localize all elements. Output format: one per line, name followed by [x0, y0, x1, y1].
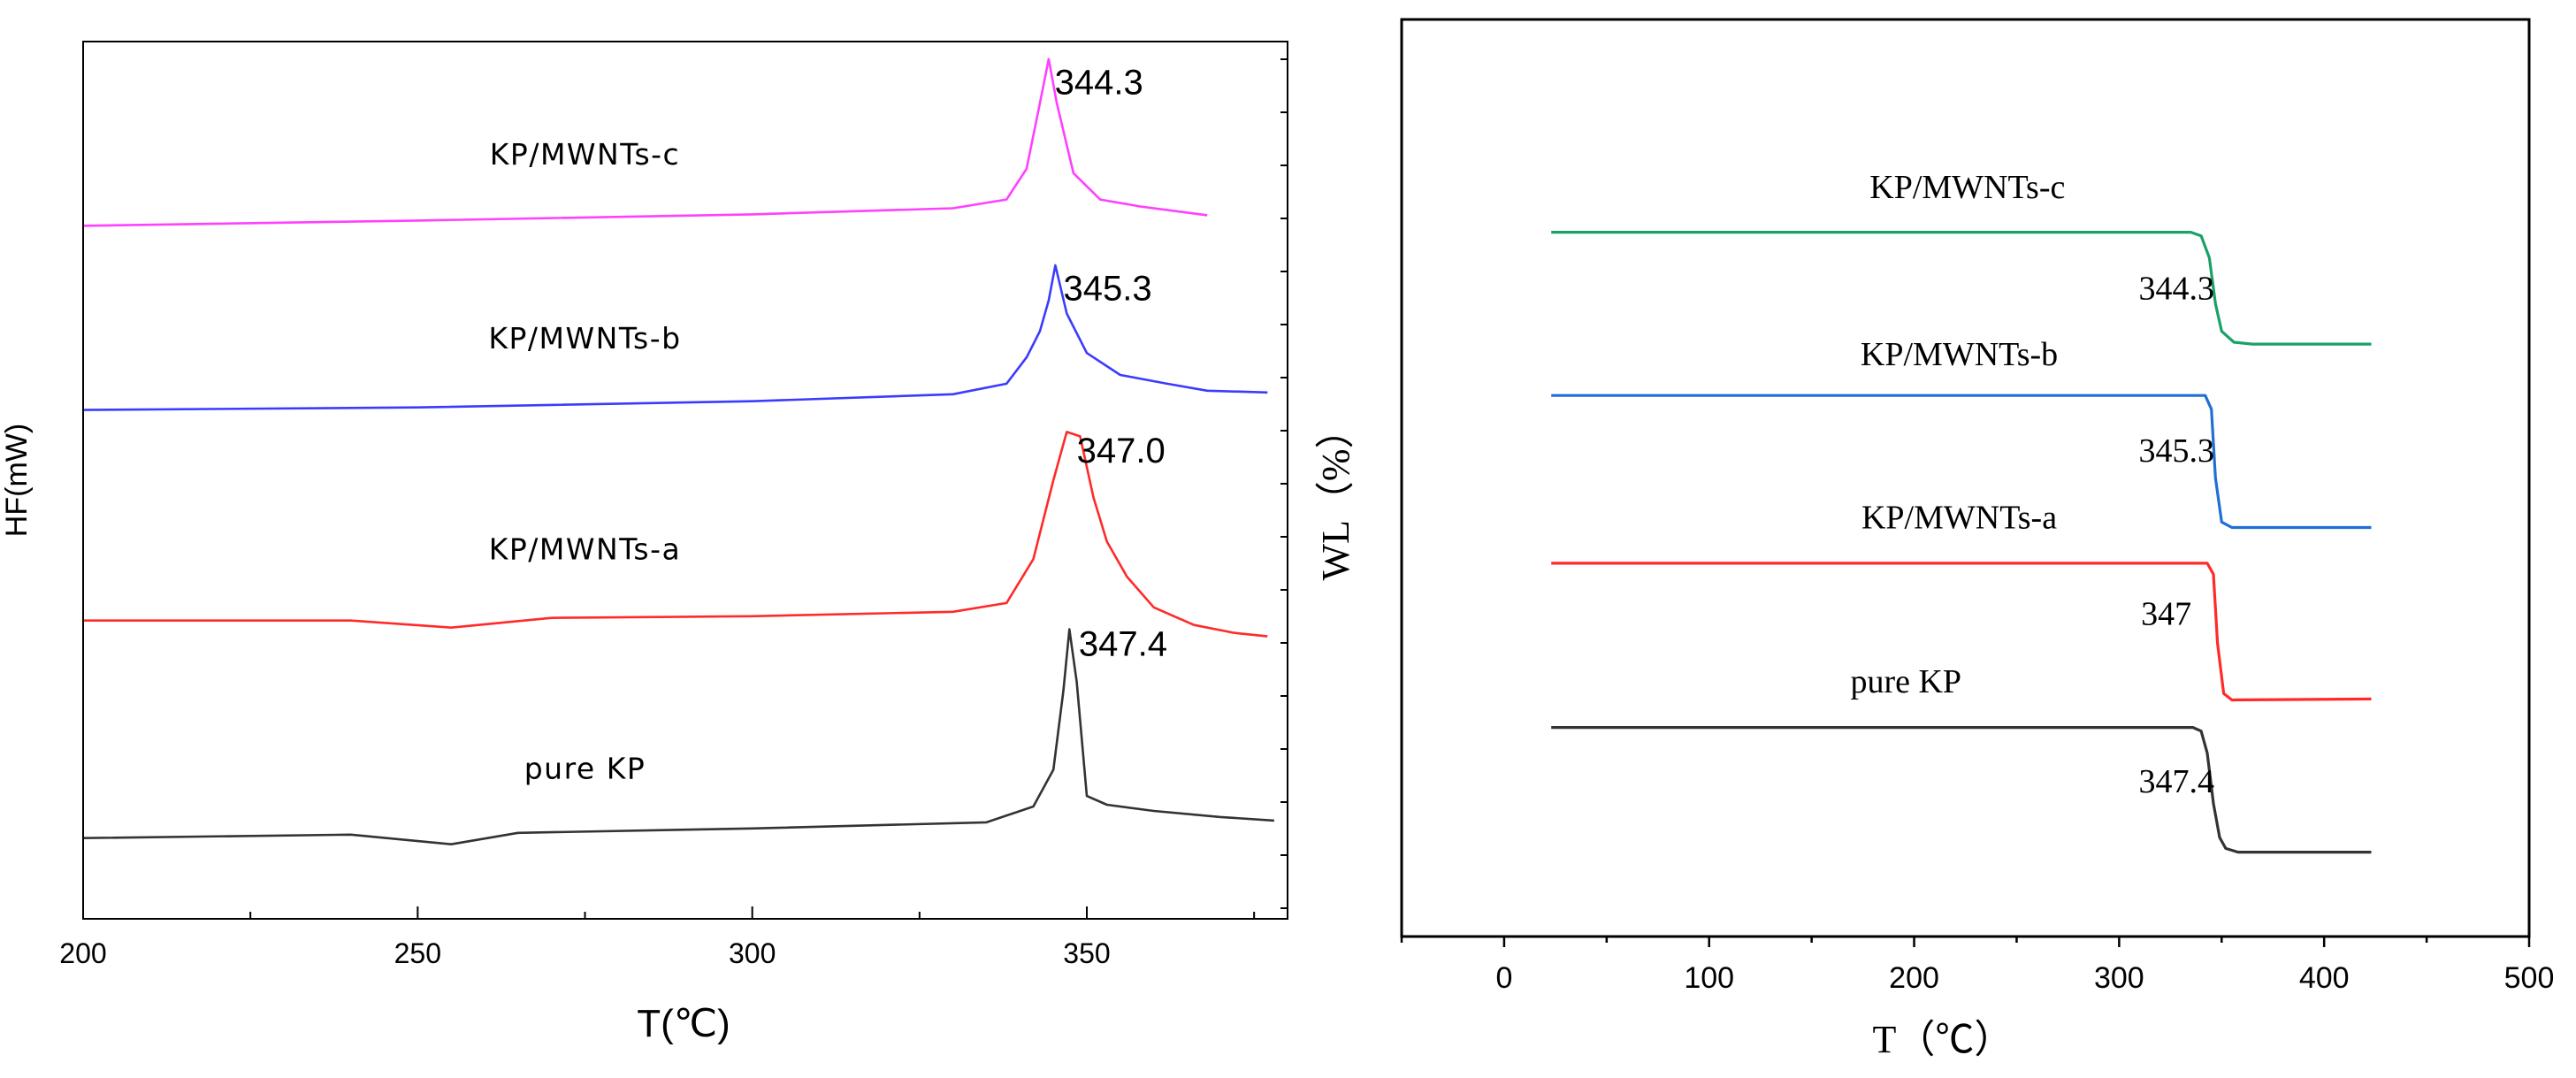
dsc-peak-label-kp-mwnts-c: 344.3 [1055, 64, 1143, 103]
tga-y-axis-title: WL（%） [1314, 409, 1357, 580]
tga-series-kp-mwnts-a [1551, 562, 2372, 702]
dsc-x-tick-label: 200 [59, 937, 106, 969]
tga-step-label-kp-mwnts-a: 347 [2141, 595, 2191, 632]
dsc-chart: 344.3 KP/MWNTs-c 345.3 KP/MWNTs-b 347.0 KP/MW… [0, 41, 1288, 1045]
tga-x-tick-label: 100 [1684, 961, 1734, 995]
tga-series-label-kp-mwnts-b: KP/MWNTs-b [1861, 336, 2058, 373]
tga-x-tick-label: 300 [2094, 961, 2144, 995]
dsc-series-label-pure-kp: pure KP [524, 751, 646, 785]
dsc-series-pure-kp [82, 628, 1274, 845]
tga-x-axis-title: T（℃） [1873, 1018, 2014, 1061]
tga-x-tick-label: 0 [1495, 961, 1512, 995]
tga-step-label-kp-mwnts-b: 345.3 [2139, 432, 2215, 470]
dsc-plot-frame [82, 41, 1288, 920]
dsc-peak-label-kp-mwnts-a: 347.0 [1077, 432, 1166, 470]
tga-plot-frame [1400, 18, 2531, 938]
tga-chart: 344.3 KP/MWNTs-c 345.3 KP/MWNTs-b 347 KP/MWNT… [1314, 18, 2555, 1061]
dsc-x-axis-title: T(℃) [637, 1002, 730, 1045]
dsc-series-kp-mwnts-b [82, 264, 1268, 411]
dsc-x-tick-label: 250 [394, 937, 441, 969]
dsc-series-kp-mwnts-c [82, 57, 1208, 227]
dsc-series-kp-mwnts-a [83, 431, 1268, 638]
tga-x-tick-label: 500 [2504, 961, 2555, 995]
tga-series-kp-mwnts-c [1551, 231, 2372, 346]
dsc-peak-label-pure-kp: 347.4 [1079, 624, 1167, 663]
dsc-series-label-kp-mwnts-b: KP/MWNTs-b [488, 321, 681, 356]
tga-series-pure-kp [1551, 726, 2372, 854]
tga-step-label-kp-mwnts-c: 344.3 [2139, 270, 2215, 307]
tga-x-tick-label: 200 [1889, 961, 1939, 995]
dsc-x-tick-label: 350 [1063, 937, 1110, 969]
dsc-y-axis-title: HF(mW) [0, 424, 34, 537]
dsc-series-label-kp-mwnts-c: KP/MWNTs-c [490, 137, 680, 172]
tga-x-tick-label: 400 [2299, 961, 2350, 995]
tga-step-label-pure-kp: 347.4 [2139, 763, 2215, 800]
tga-series-kp-mwnts-b [1551, 394, 2372, 530]
dsc-x-tick-label: 300 [729, 937, 776, 969]
tga-series-label-pure-kp: pure KP [1850, 663, 1961, 700]
dsc-peak-label-kp-mwnts-b: 345.3 [1064, 270, 1152, 309]
dsc-series-label-kp-mwnts-a: KP/MWNTs-a [489, 531, 681, 566]
tga-series-label-kp-mwnts-c: KP/MWNTs-c [1869, 169, 2065, 206]
tga-series-label-kp-mwnts-a: KP/MWNTs-a [1861, 500, 2057, 537]
